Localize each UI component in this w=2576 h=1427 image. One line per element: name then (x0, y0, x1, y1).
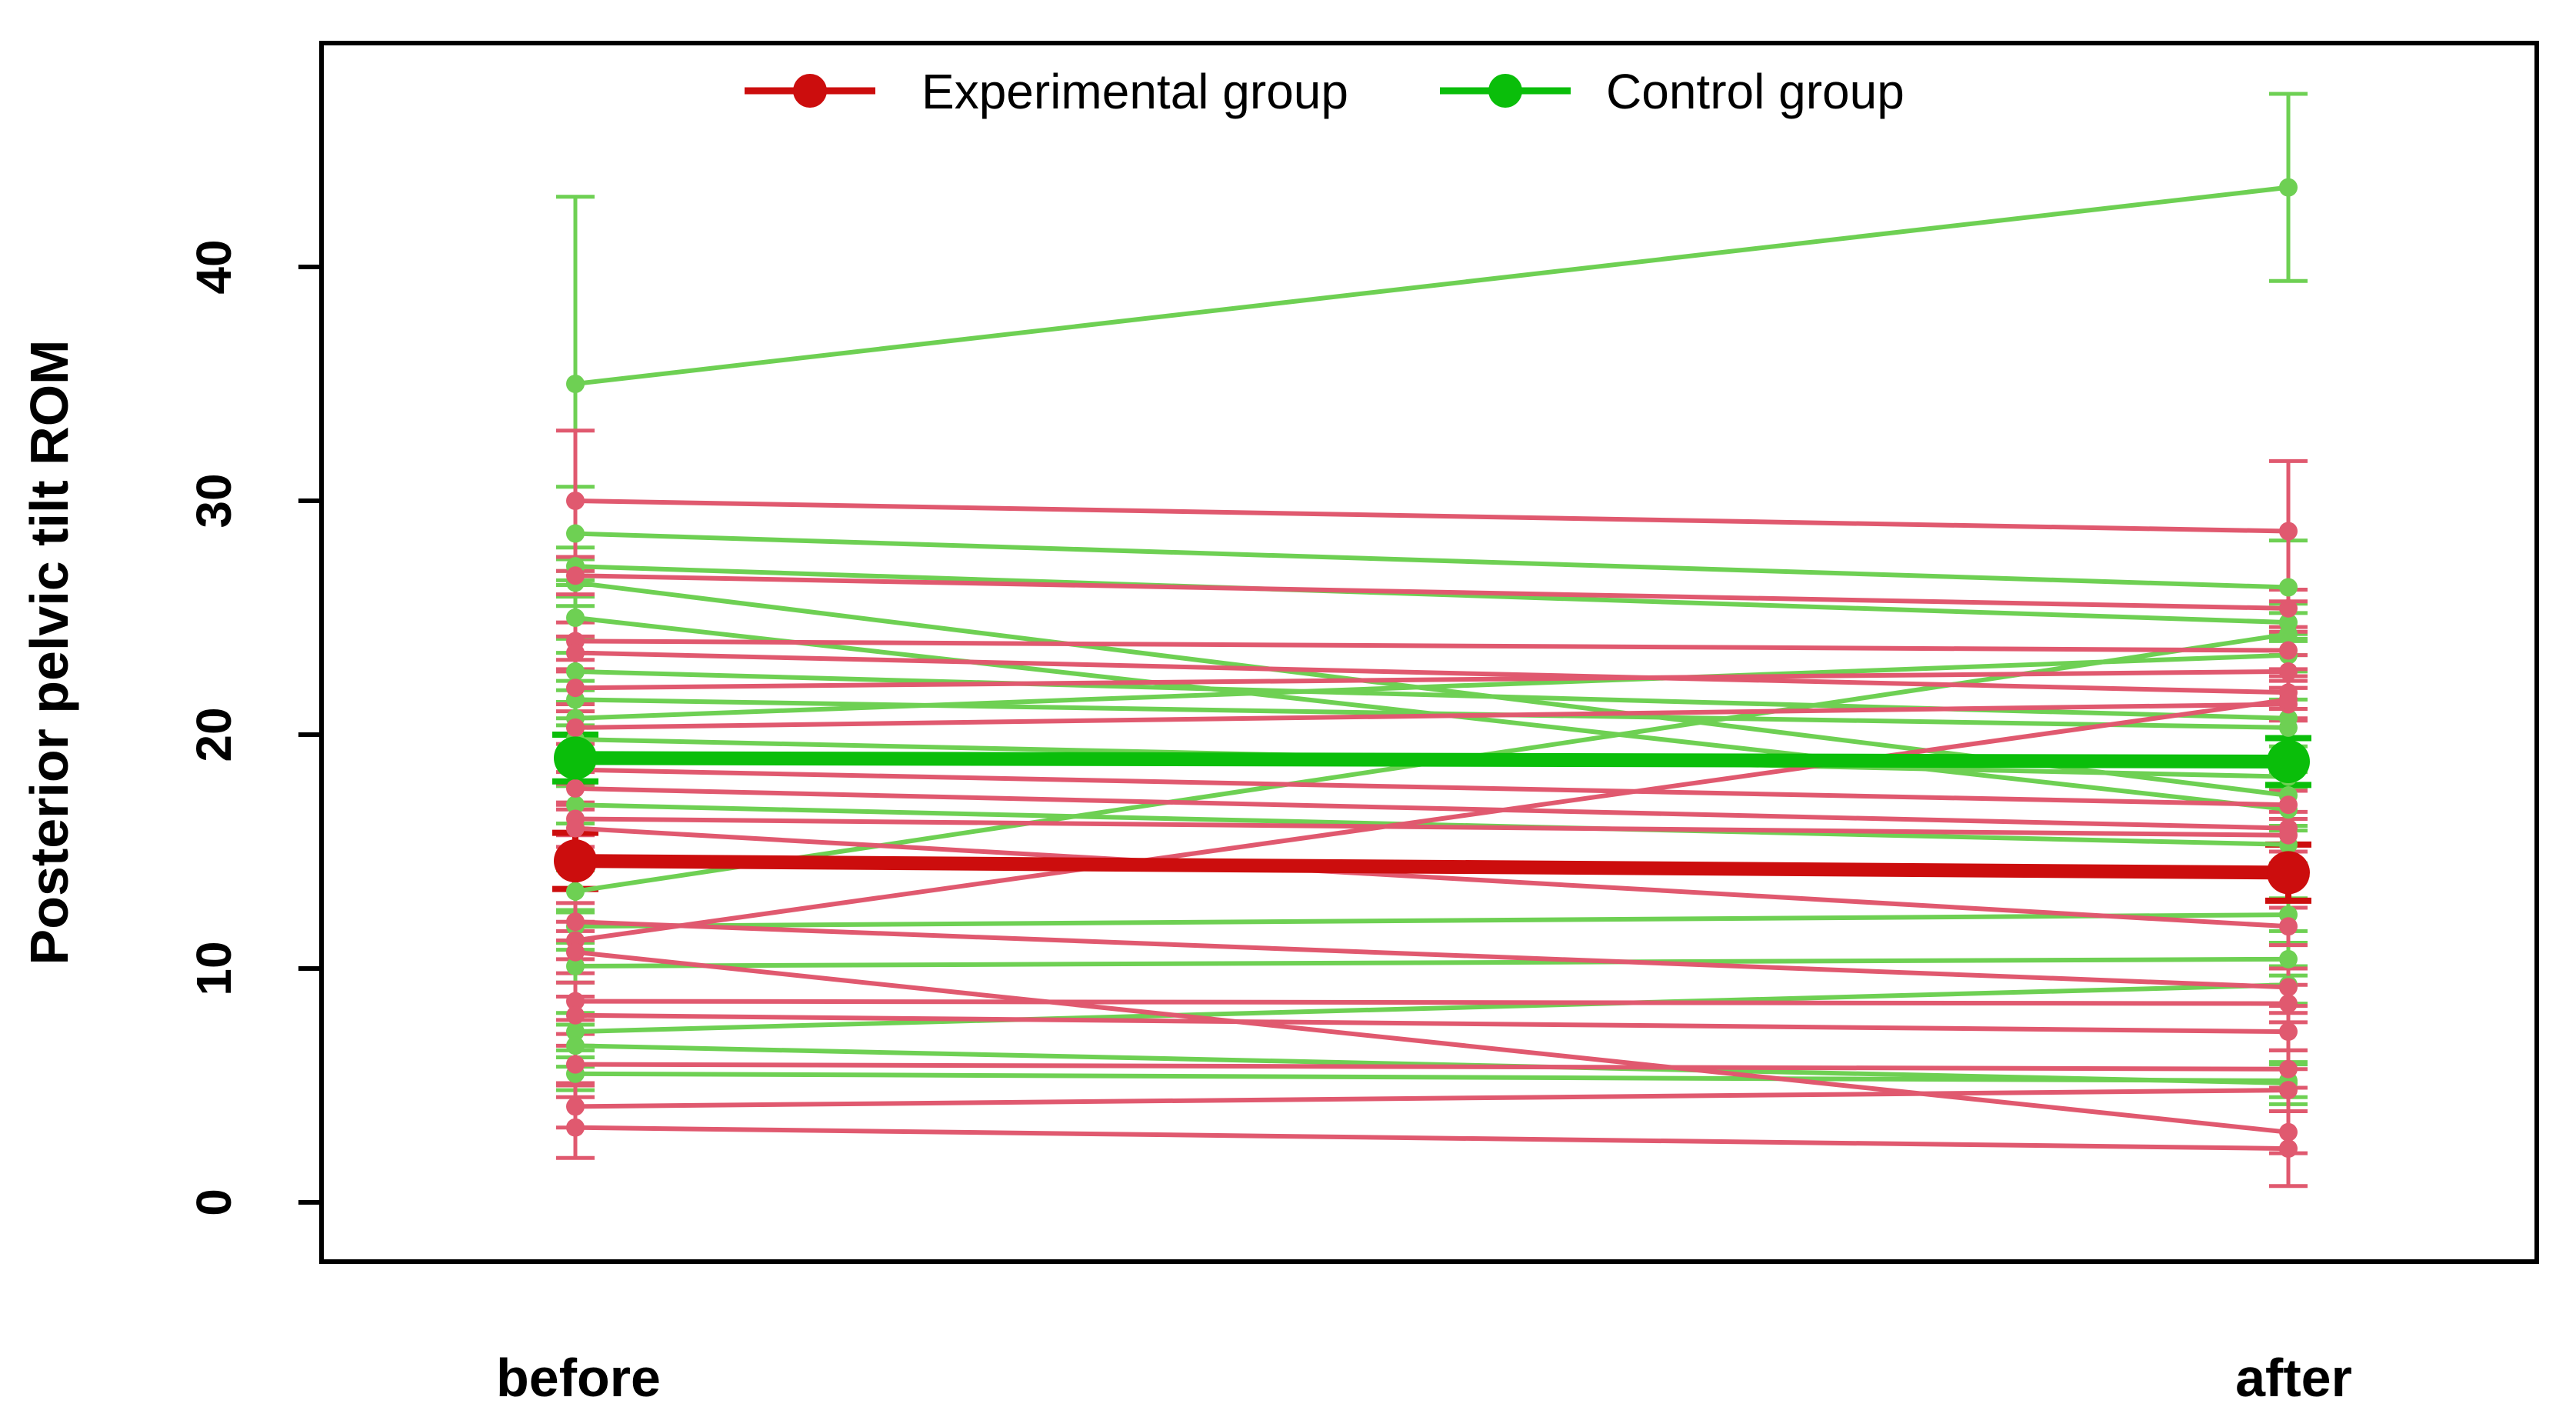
subject-line (575, 982, 2289, 1035)
legend-control-label: Control group (1606, 64, 1905, 119)
group-mean-point-before (554, 839, 597, 883)
subject-point-before (566, 1036, 585, 1055)
legend: Experimental group Control group (745, 64, 1905, 119)
subject-line (575, 919, 2289, 990)
subject-line (575, 185, 2289, 386)
subject-line (575, 912, 2289, 929)
x-label-after: after (2235, 1348, 2352, 1408)
subject-line (575, 767, 2289, 808)
y-tick-label: 20 (186, 707, 242, 762)
group-mean-line (575, 854, 2289, 880)
subject-point-after (2279, 690, 2298, 709)
group-mean-line (575, 751, 2289, 769)
subject-point-after (2279, 522, 2298, 541)
subject-line (575, 573, 2289, 611)
y-tick-label: 30 (186, 473, 242, 528)
y-axis-title: Posterior pelvic tilt ROM (19, 340, 79, 965)
y-tick-label: 0 (186, 1189, 242, 1216)
subject-line (575, 949, 2289, 1135)
subject-point-before (566, 992, 585, 1011)
subject-point-before (566, 718, 585, 737)
subject-point-before (566, 1097, 585, 1116)
x-label-before: before (496, 1348, 661, 1408)
subject-point-after (2279, 1059, 2298, 1079)
subject-point-before (566, 1055, 585, 1074)
subject-line (575, 1062, 2289, 1072)
subject-point-after (2279, 949, 2298, 969)
y-axis-ticks-layer: 0 10 20 30 40 (186, 239, 322, 1216)
subject-line (575, 564, 2289, 625)
subject-point-before (566, 956, 585, 975)
subject-line (575, 1088, 2289, 1109)
group-mean-lines-layer (554, 736, 2310, 895)
subject-line (575, 956, 2289, 969)
group-mean-point-after (2267, 739, 2310, 783)
legend-control-marker-icon (1488, 74, 1522, 108)
subject-point-after (2279, 917, 2298, 936)
plot-box (319, 41, 2539, 1264)
subject-point-after (2279, 994, 2298, 1013)
subject-point-after (2279, 978, 2298, 997)
subject-line (575, 697, 2289, 730)
subject-line (575, 785, 2289, 831)
subject-line (575, 697, 2289, 943)
subject-point-after (2279, 1122, 2298, 1142)
subject-point-after (2279, 795, 2298, 815)
subject-line (575, 999, 2289, 1006)
subject-point-after (2279, 1022, 2298, 1042)
legend-experimental-marker-icon (793, 74, 827, 108)
y-tick-label: 40 (186, 239, 242, 294)
subject-point-before (566, 375, 585, 393)
subject-point-before (566, 882, 585, 901)
subject-point-after (2279, 662, 2298, 681)
subject-point-before (566, 524, 585, 543)
subject-point-before (566, 1118, 585, 1137)
subject-point-after (2279, 1139, 2298, 1159)
subject-point-before (566, 942, 585, 962)
subject-point-before (566, 1005, 585, 1025)
subject-point-before (566, 819, 585, 838)
group-mean-point-before (554, 736, 597, 780)
subject-point-before (566, 608, 585, 627)
subject-point-after (2279, 1081, 2298, 1100)
subject-point-after (2279, 598, 2298, 618)
subject-point-before (566, 912, 585, 932)
subject-point-before (566, 678, 585, 698)
subject-point-before (566, 662, 585, 681)
subject-line (575, 825, 2289, 929)
subject-point-after (2279, 625, 2298, 644)
subject-line (575, 802, 2289, 847)
subject-line (575, 816, 2289, 838)
legend-experimental-label: Experimental group (921, 64, 1348, 119)
subject-line (575, 1125, 2289, 1152)
subject-line (575, 1071, 2289, 1083)
subject-point-before (566, 492, 585, 510)
subject-line (575, 652, 2289, 721)
subject-line (575, 1012, 2289, 1035)
subject-line (575, 668, 2289, 691)
subject-line (575, 650, 2289, 695)
subject-line (575, 638, 2289, 653)
subject-line (575, 668, 2289, 721)
y-tick-label: 10 (186, 941, 242, 995)
subject-line (575, 531, 2289, 590)
subject-point-after (2279, 578, 2298, 597)
subject-point-before (566, 779, 585, 798)
subject-line (575, 702, 2289, 730)
subject-point-before (566, 566, 585, 585)
subject-point-after (2279, 178, 2298, 197)
subject-lines-layer (566, 178, 2298, 1159)
subject-point-before (566, 795, 585, 815)
subject-line (575, 498, 2289, 534)
subject-point-before (566, 643, 585, 662)
group-mean-point-after (2267, 851, 2310, 895)
subject-point-after (2279, 641, 2298, 660)
subject-line (575, 1043, 2289, 1085)
subject-point-after (2279, 718, 2298, 737)
subject-point-after (2279, 825, 2298, 845)
subject-point-before (566, 1022, 585, 1042)
